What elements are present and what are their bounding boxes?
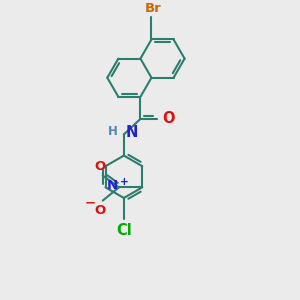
Text: −: − — [85, 196, 96, 209]
Text: N: N — [125, 125, 138, 140]
Text: O: O — [162, 111, 175, 126]
Text: O: O — [94, 160, 105, 173]
Text: +: + — [120, 177, 129, 187]
Text: Cl: Cl — [116, 223, 132, 238]
Text: O: O — [94, 204, 105, 217]
Text: Br: Br — [145, 2, 161, 15]
Text: H: H — [107, 125, 117, 138]
Text: N: N — [106, 179, 117, 192]
